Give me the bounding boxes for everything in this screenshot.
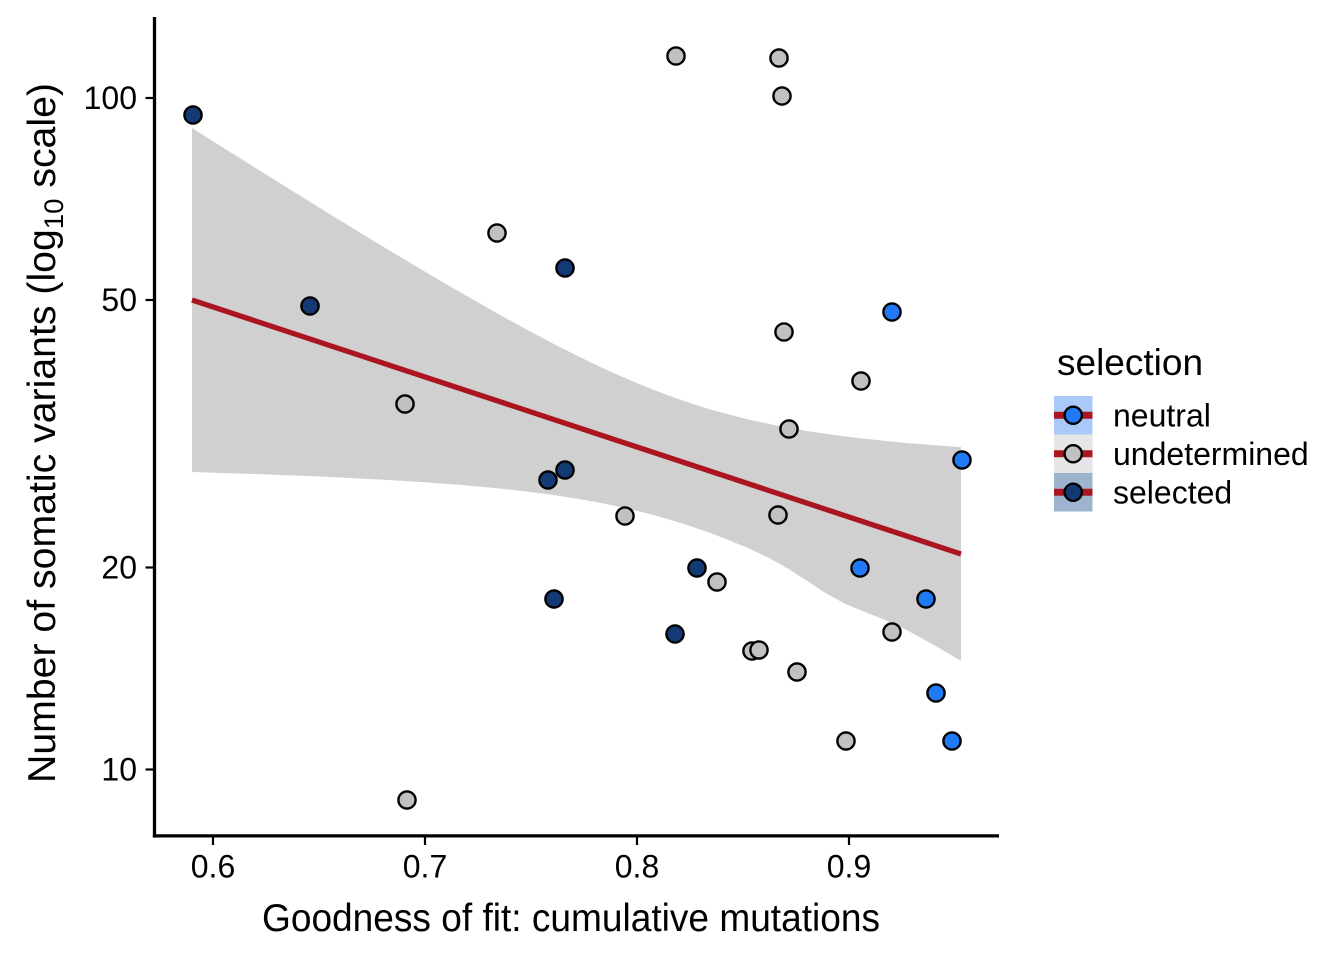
svg-text:50: 50 <box>101 282 137 318</box>
svg-text:Number of somatic variants (lo: Number of somatic variants (log10 scale) <box>21 83 69 783</box>
svg-text:selection: selection <box>1057 342 1203 383</box>
svg-text:10: 10 <box>101 752 137 788</box>
svg-text:100: 100 <box>84 80 137 116</box>
svg-text:selected: selected <box>1113 474 1232 510</box>
svg-text:0.7: 0.7 <box>403 849 447 885</box>
svg-text:0.9: 0.9 <box>827 849 871 885</box>
svg-text:neutral: neutral <box>1113 397 1211 433</box>
svg-text:Goodness of fit: cumulative mu: Goodness of fit: cumulative mutations <box>262 897 880 940</box>
svg-text:20: 20 <box>101 550 137 586</box>
svg-text:undetermined: undetermined <box>1113 436 1309 472</box>
svg-text:0.6: 0.6 <box>191 849 235 885</box>
svg-text:0.8: 0.8 <box>615 849 659 885</box>
